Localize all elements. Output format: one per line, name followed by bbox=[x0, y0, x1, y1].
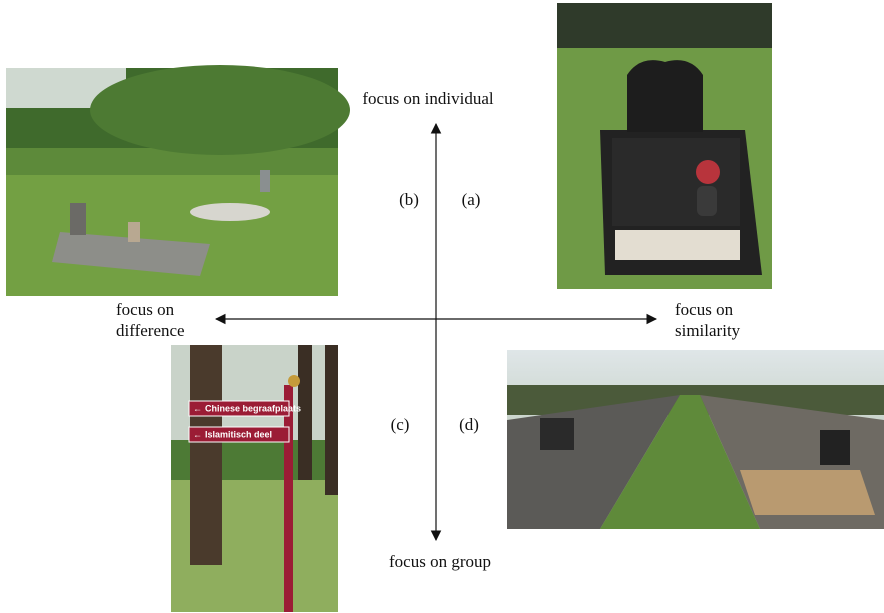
photo-sign: Chinese begraafplaats Islamitisch deel ←… bbox=[171, 345, 338, 612]
axis-label-bottom: focus on group bbox=[389, 552, 491, 571]
sign-arrow: ← bbox=[193, 429, 202, 439]
axis-label-right: focus on bbox=[675, 300, 734, 319]
quadrant-label: (b) bbox=[399, 190, 419, 209]
photo-rows bbox=[507, 350, 884, 529]
photo-garden bbox=[6, 65, 350, 296]
axis-label-left: focus on bbox=[116, 300, 175, 319]
quadrant-label: (c) bbox=[391, 415, 410, 434]
axis-label-top: focus on individual bbox=[362, 89, 494, 108]
sign-arrow: ← bbox=[193, 403, 202, 413]
sign-text: Islamitisch deel bbox=[205, 429, 272, 439]
sign-text: Chinese begraafplaats bbox=[205, 403, 301, 413]
diagram: Chinese begraafplaats Islamitisch deel ←… bbox=[0, 0, 884, 613]
axis-label-left: difference bbox=[116, 321, 185, 340]
axis-label-right: similarity bbox=[675, 321, 741, 340]
photo-headstone bbox=[557, 3, 772, 289]
quadrant-label: (d) bbox=[459, 415, 479, 434]
quadrant-label: (a) bbox=[462, 190, 481, 209]
